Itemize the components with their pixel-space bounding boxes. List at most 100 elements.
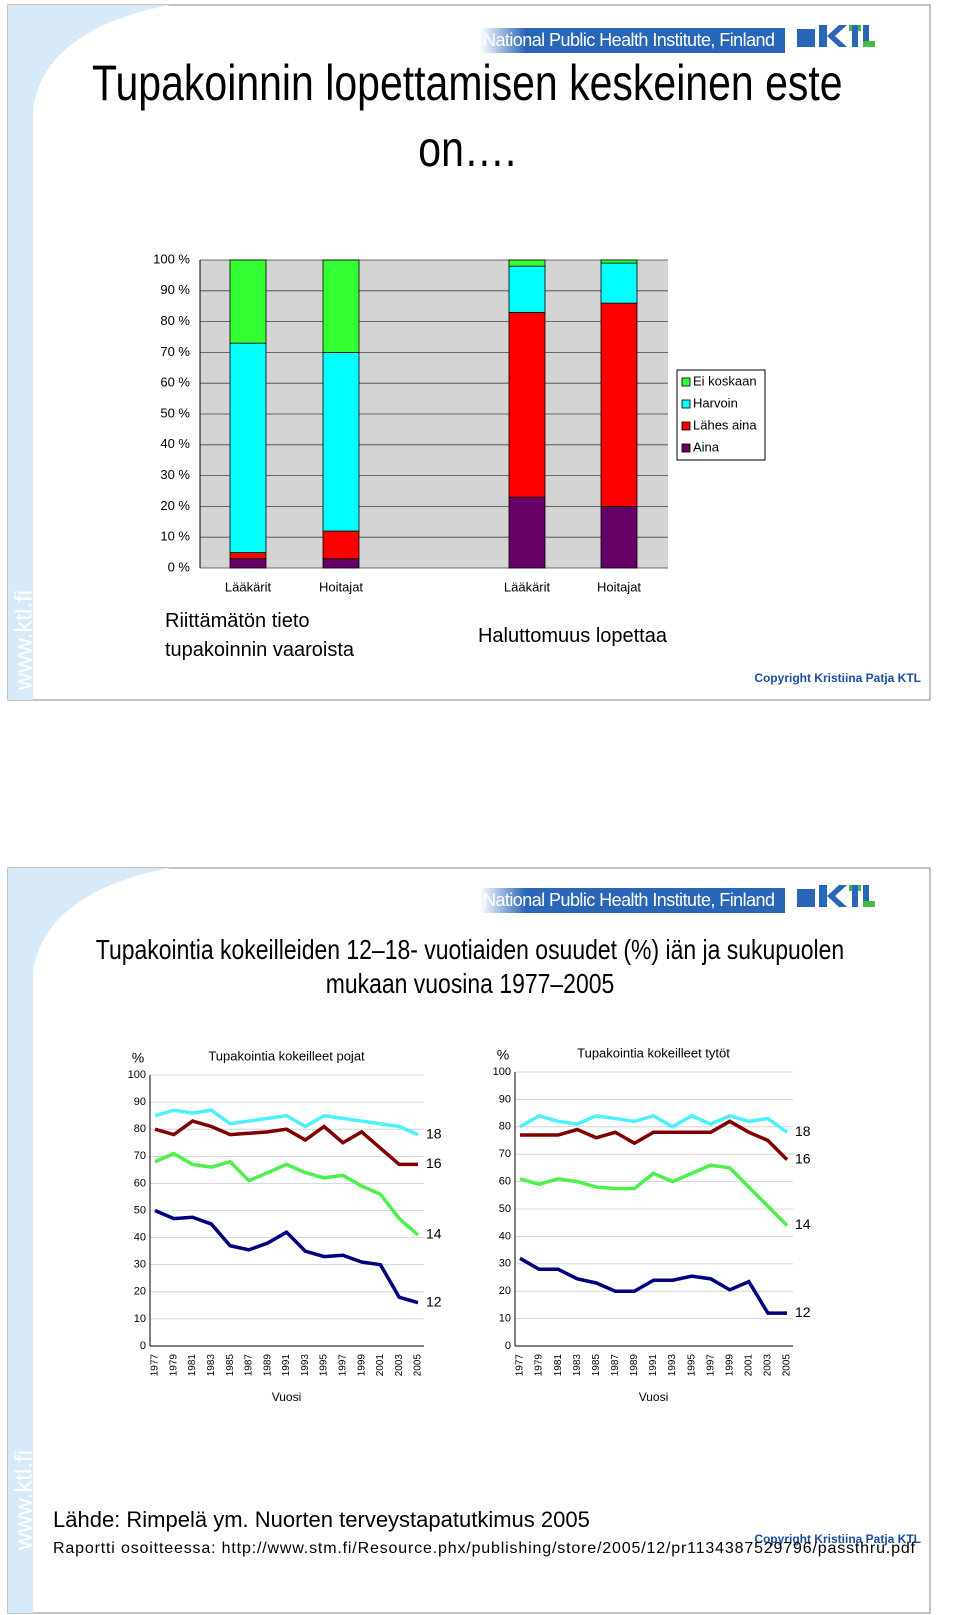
y-tick-label: 0 % — [168, 559, 191, 574]
x-tick-label: 1987 — [244, 1354, 255, 1377]
y-tick-label: 40 — [134, 1232, 146, 1244]
y-tick-label: 10 — [134, 1313, 146, 1325]
y-tick-label: 70 % — [160, 344, 190, 359]
y-tick-label: 50 — [134, 1204, 146, 1216]
slide-1-frame: National Public Health Institute, Finlan… — [7, 4, 931, 701]
x-tick-label: 2001 — [743, 1354, 754, 1377]
x-tick-label: 2001 — [375, 1354, 386, 1377]
bar-segment — [229, 342, 267, 554]
bar-segment — [322, 530, 360, 560]
y-tick-label: 80 % — [160, 313, 190, 328]
x-tick-label: 1993 — [667, 1354, 678, 1377]
y-tick-label: 10 % — [160, 529, 190, 544]
legend-label: Harvoin — [693, 395, 738, 410]
y-tick-label: 30 — [499, 1258, 511, 1270]
x-tick-label: 1979 — [534, 1354, 545, 1377]
bar-segment — [322, 558, 360, 569]
x-tick-label: 1981 — [553, 1354, 564, 1377]
y-tick-label: 0 — [140, 1340, 146, 1352]
y-tick-label: 100 % — [153, 251, 190, 266]
series-label: 12 — [795, 1304, 811, 1320]
series-label: 18 — [795, 1123, 811, 1139]
x-axis-label: Vuosi — [272, 1390, 302, 1404]
y-tick-label: 0 — [505, 1340, 511, 1352]
slide-2-frame: National Public Health Institute, Finlan… — [7, 867, 931, 1614]
line — [519, 1163, 789, 1227]
slide-title: Tupakointia kokeilleiden 12–18- vuotiaid… — [95, 934, 845, 999]
bar-segment — [600, 302, 638, 507]
report-link: Raportti osoitteessa: http://www.stm.fi/… — [53, 1540, 916, 1557]
x-tick-label: 1993 — [300, 1354, 311, 1377]
y-tick-label: 40 — [499, 1230, 511, 1242]
y-tick-label: 30 — [134, 1259, 146, 1271]
x-tick-label: 1989 — [629, 1354, 640, 1377]
bar-segment — [322, 259, 360, 353]
chart-title: Tupakointia kokeilleet pojat — [208, 1048, 365, 1063]
header: National Public Health Institute, Finlan… — [483, 30, 775, 50]
x-tick-label: 1983 — [572, 1354, 583, 1377]
x-tick-label: 2005 — [413, 1354, 424, 1377]
x-tick-label: Lääkärit — [225, 579, 272, 594]
y-tick-label: 60 % — [160, 375, 190, 390]
y-tick-label: 90 — [499, 1093, 511, 1105]
x-tick-label: 1985 — [225, 1354, 236, 1377]
group-label: Riittämätön tieto tupakoinnin vaaroista — [165, 610, 355, 661]
y-tick-label: 30 % — [160, 467, 190, 482]
group-label: Haluttomuus lopettaa — [477, 625, 667, 647]
y-tick-label: 90 — [134, 1096, 146, 1108]
x-tick-label: 1999 — [724, 1354, 735, 1377]
series-label: 12 — [426, 1293, 442, 1309]
legend-label: Lähes aina — [693, 417, 757, 432]
x-tick-label: 1991 — [281, 1354, 292, 1377]
bar-segment — [600, 505, 638, 569]
line — [519, 1113, 789, 1134]
legend-label: Aina — [693, 439, 720, 454]
line — [519, 1256, 787, 1315]
x-tick-label: 1997 — [337, 1354, 348, 1377]
legend-swatch — [681, 443, 691, 453]
y-tick-label: 10 — [499, 1313, 511, 1325]
legend-swatch — [681, 399, 691, 409]
bar-segment — [508, 311, 546, 498]
watermark: www.ktl.fi — [10, 1450, 37, 1551]
x-tick-label: 1999 — [356, 1354, 367, 1377]
y-tick-label: 70 — [134, 1150, 146, 1162]
series-label: 18 — [426, 1125, 442, 1141]
y-tick-label: 20 — [134, 1286, 146, 1298]
x-tick-label: Lääkärit — [504, 579, 551, 594]
line — [154, 1208, 419, 1305]
x-tick-label: 2005 — [782, 1354, 793, 1377]
y-tick-label: 90 % — [160, 282, 190, 297]
x-tick-label: 1985 — [591, 1354, 602, 1377]
chart-title: Tupakointia kokeilleet tytöt — [577, 1045, 730, 1060]
legend-swatch — [681, 377, 691, 387]
series-label: 14 — [795, 1216, 811, 1232]
y-tick-label: 60 — [134, 1177, 146, 1189]
x-tick-label: Hoitajat — [597, 579, 641, 594]
header: National Public Health Institute, Finlan… — [483, 890, 775, 910]
y-tick-label: 50 % — [160, 405, 190, 420]
y-tick-label: 50 — [499, 1203, 511, 1215]
y-axis-label: % — [497, 1047, 509, 1063]
y-tick-label: 60 — [499, 1176, 511, 1188]
y-tick-label: 80 — [134, 1123, 146, 1135]
source: Lähde: Rimpelä ym. Nuorten terveystapatu… — [53, 1507, 590, 1532]
bar-segment — [322, 351, 360, 532]
line — [154, 1108, 419, 1137]
y-tick-label: 40 % — [160, 436, 190, 451]
x-tick-label: 2003 — [394, 1354, 405, 1377]
y-tick-label: 20 % — [160, 498, 190, 513]
x-tick-label: Hoitajat — [319, 579, 363, 594]
x-tick-label: 1995 — [686, 1354, 697, 1377]
bar-segment — [600, 259, 638, 264]
legend-swatch — [681, 421, 691, 431]
bar-segment — [600, 262, 638, 304]
x-tick-label: 1997 — [705, 1354, 716, 1377]
y-tick-label: 100 — [493, 1066, 511, 1078]
x-tick-label: 1989 — [262, 1354, 273, 1377]
slide-title: Tupakoinnin lopettamisen keskeinen este … — [91, 55, 843, 177]
bar-segment — [229, 552, 267, 560]
legend-box — [676, 369, 766, 461]
